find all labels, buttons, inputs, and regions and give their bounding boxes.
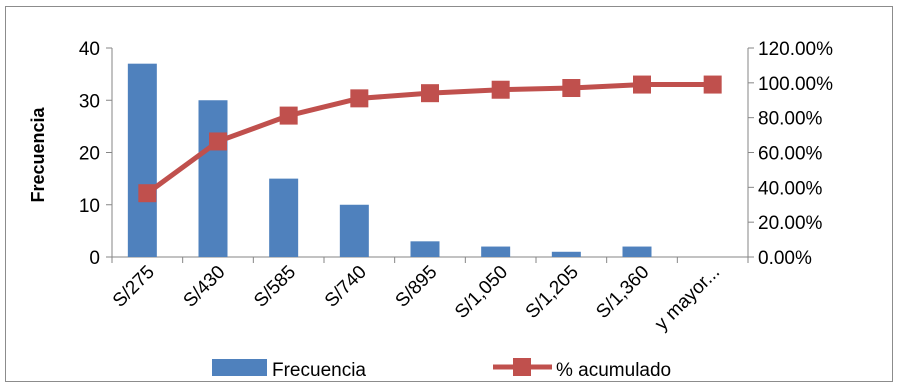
line-point bbox=[703, 75, 722, 94]
x-tick-label: S/1,360 bbox=[592, 262, 653, 323]
y-tick-label: 0 bbox=[89, 248, 100, 269]
y2-tick-label: 80.00% bbox=[758, 109, 823, 130]
line-point bbox=[491, 80, 510, 99]
x-tick-label: S/895 bbox=[392, 262, 442, 312]
bar bbox=[410, 241, 440, 257]
line-point bbox=[209, 132, 227, 151]
bar bbox=[198, 100, 228, 257]
legend-marker bbox=[513, 358, 531, 376]
y2-tick-label: 0.00% bbox=[758, 248, 812, 269]
bar bbox=[551, 251, 581, 257]
bar bbox=[127, 63, 157, 257]
y-tick-label: 10 bbox=[79, 196, 100, 217]
bar bbox=[339, 204, 369, 257]
x-tick-label: S/1,205 bbox=[522, 262, 583, 323]
legend-swatch-bar bbox=[212, 359, 267, 376]
x-tick-label: S/740 bbox=[321, 262, 371, 312]
y-tick-label: 30 bbox=[79, 91, 100, 112]
y2-tick-label: 60.00% bbox=[758, 144, 823, 165]
line-point bbox=[562, 79, 581, 98]
x-tick-label: S/585 bbox=[250, 262, 300, 312]
bar-series bbox=[127, 63, 652, 257]
y2-tick-label: 120.00% bbox=[758, 39, 833, 60]
y2-tick-label: 40.00% bbox=[758, 178, 823, 199]
bar bbox=[481, 246, 511, 257]
y-axis-title: Frecuencia bbox=[28, 106, 48, 202]
x-tick-label: y mayor... bbox=[651, 262, 724, 335]
line-point bbox=[633, 75, 651, 94]
legend: Frecuencia % acumulado bbox=[212, 358, 671, 381]
x-tick-label: S/275 bbox=[109, 262, 159, 312]
y-tick-label: 20 bbox=[79, 144, 100, 165]
legend-label-line: % acumulado bbox=[556, 360, 671, 381]
y2-tick-label: 100.00% bbox=[758, 74, 833, 95]
y2-tick-label: 20.00% bbox=[758, 213, 823, 234]
line-point bbox=[138, 184, 157, 203]
legend-label-bar: Frecuencia bbox=[272, 360, 366, 381]
x-tick-label: S/430 bbox=[180, 262, 230, 312]
x-tick-label: S/1,050 bbox=[451, 262, 512, 323]
y-tick-label: 40 bbox=[79, 39, 100, 60]
line-point bbox=[350, 89, 369, 108]
bar bbox=[622, 246, 652, 257]
line-series bbox=[138, 75, 722, 203]
line-point bbox=[279, 106, 298, 125]
bar bbox=[269, 178, 299, 257]
line-point bbox=[421, 84, 439, 103]
